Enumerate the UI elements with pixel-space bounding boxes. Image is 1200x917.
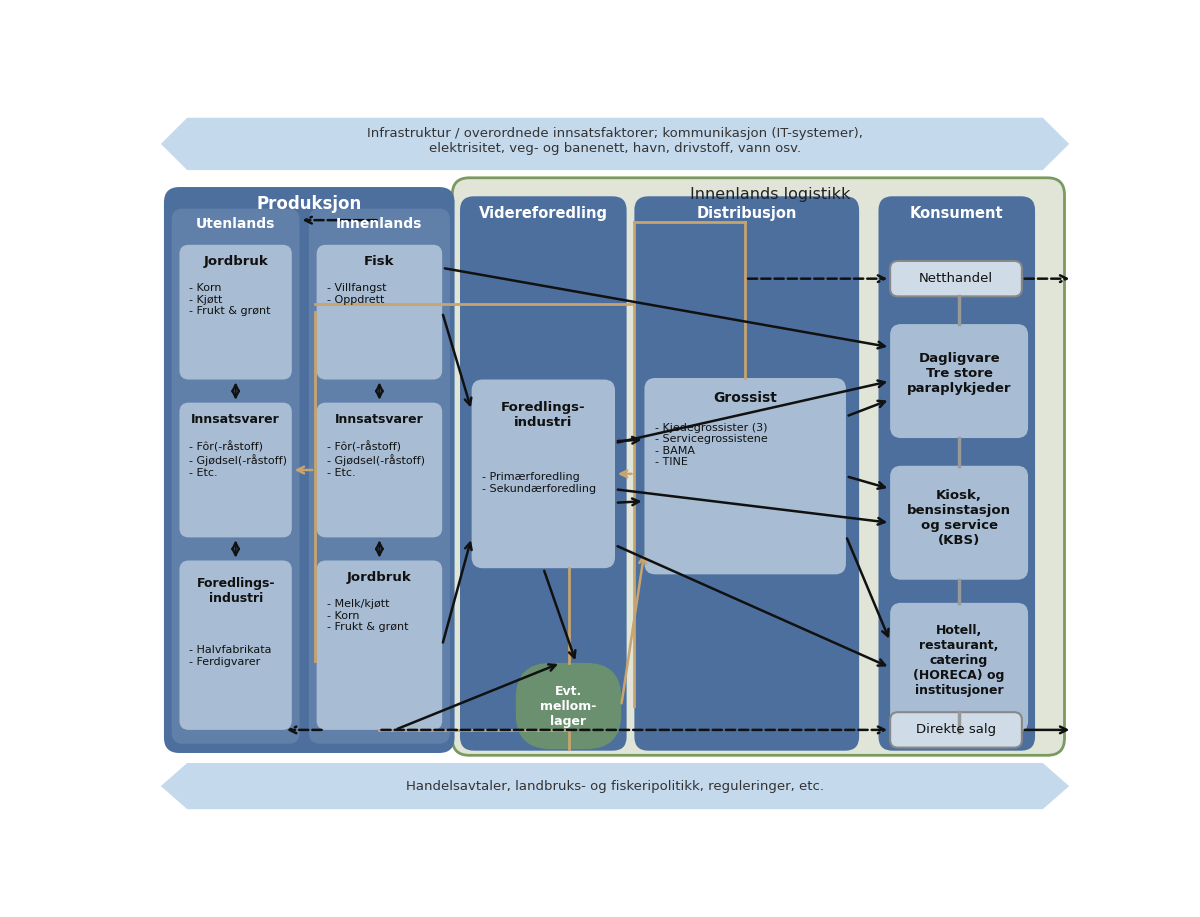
Text: Evt.
mellom-
lager: Evt. mellom- lager	[540, 684, 596, 727]
FancyBboxPatch shape	[172, 208, 300, 744]
Text: Konsument: Konsument	[910, 205, 1003, 221]
Text: - Korn
- Kjøtt
- Frukt & grønt: - Korn - Kjøtt - Frukt & grønt	[188, 283, 270, 316]
Polygon shape	[161, 117, 1069, 170]
Text: elektrisitet, veg- og banenett, havn, drivstoff, vann osv.: elektrisitet, veg- og banenett, havn, dr…	[428, 142, 802, 155]
FancyBboxPatch shape	[516, 663, 622, 749]
FancyBboxPatch shape	[460, 196, 626, 751]
FancyBboxPatch shape	[308, 208, 450, 744]
Text: Dagligvare
Tre store
paraplykjeder: Dagligvare Tre store paraplykjeder	[907, 352, 1012, 395]
FancyBboxPatch shape	[890, 324, 1028, 438]
Text: - Primærforedling
- Sekundærforedling: - Primærforedling - Sekundærforedling	[482, 472, 596, 493]
Text: Innenlands logistikk: Innenlands logistikk	[690, 187, 851, 203]
FancyBboxPatch shape	[164, 187, 455, 753]
Text: Utenlands: Utenlands	[196, 217, 275, 231]
FancyBboxPatch shape	[317, 245, 442, 380]
Text: Kiosk,
bensinstasjon
og service
(KBS): Kiosk, bensinstasjon og service (KBS)	[907, 489, 1012, 547]
Text: Fisk: Fisk	[364, 255, 395, 269]
Text: Innsatsvarer: Innsatsvarer	[191, 413, 280, 426]
FancyBboxPatch shape	[635, 196, 859, 751]
Text: Direkte salg: Direkte salg	[916, 724, 996, 736]
Text: Jordbruk: Jordbruk	[203, 255, 268, 269]
FancyBboxPatch shape	[890, 713, 1022, 747]
Text: - Kjedegrossister (3)
- Servicegrossistene
- BAMA
- TINE: - Kjedegrossister (3) - Servicegrossiste…	[655, 423, 768, 468]
Text: - Fôr(-råstoff)
- Gjødsel(-råstoff)
- Etc.: - Fôr(-råstoff) - Gjødsel(-råstoff) - Et…	[188, 441, 287, 478]
FancyBboxPatch shape	[317, 560, 442, 730]
Text: Netthandel: Netthandel	[919, 272, 994, 285]
Text: Jordbruk: Jordbruk	[347, 571, 412, 584]
Text: Innsatsvarer: Innsatsvarer	[335, 413, 424, 426]
Text: Foredlings-
industri: Foredlings- industri	[197, 578, 275, 605]
FancyBboxPatch shape	[180, 403, 292, 537]
FancyBboxPatch shape	[452, 178, 1064, 756]
Text: Distribusjon: Distribusjon	[696, 205, 797, 221]
Text: Foredlings-
industri: Foredlings- industri	[502, 401, 586, 429]
Text: Grossist: Grossist	[713, 391, 778, 405]
Text: Produksjon: Produksjon	[257, 195, 362, 213]
Text: Handelsavtaler, landbruks- og fiskeripolitikk, reguleringer, etc.: Handelsavtaler, landbruks- og fiskeripol…	[406, 779, 824, 792]
Text: Infrastruktur / overordnede innsatsfaktorer; kommunikasjon (IT-systemer),: Infrastruktur / overordnede innsatsfakto…	[367, 127, 863, 140]
FancyBboxPatch shape	[472, 380, 616, 569]
FancyBboxPatch shape	[180, 245, 292, 380]
Text: Hotell,
restaurant,
catering
(HORECA) og
institusjoner: Hotell, restaurant, catering (HORECA) og…	[913, 624, 1004, 698]
Text: - Fôr(-råstoff)
- Gjødsel(-råstoff)
- Etc.: - Fôr(-råstoff) - Gjødsel(-råstoff) - Et…	[328, 441, 426, 478]
FancyBboxPatch shape	[890, 602, 1028, 732]
Polygon shape	[161, 763, 1069, 809]
FancyBboxPatch shape	[890, 466, 1028, 580]
Text: Innenlands: Innenlands	[336, 217, 422, 231]
FancyBboxPatch shape	[644, 378, 846, 574]
FancyBboxPatch shape	[180, 560, 292, 730]
FancyBboxPatch shape	[890, 261, 1022, 296]
Text: - Melk/kjøtt
- Korn
- Frukt & grønt: - Melk/kjøtt - Korn - Frukt & grønt	[328, 599, 409, 632]
FancyBboxPatch shape	[878, 196, 1036, 751]
Text: Videreforedling: Videreforedling	[479, 205, 608, 221]
Text: - Halvfabrikata
- Ferdigvarer: - Halvfabrikata - Ferdigvarer	[188, 646, 271, 667]
FancyBboxPatch shape	[317, 403, 442, 537]
Text: - Villfangst
- Oppdrett: - Villfangst - Oppdrett	[328, 283, 386, 304]
